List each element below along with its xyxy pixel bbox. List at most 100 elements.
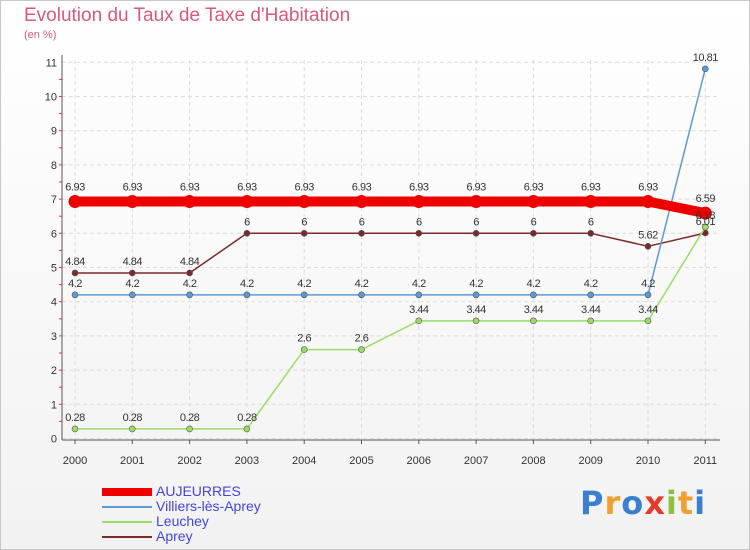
data-label: 4.84: [180, 256, 200, 268]
data-point: [472, 317, 480, 325]
data-point: [587, 317, 595, 325]
x-tick-label: 2008: [521, 455, 545, 467]
data-label: 10.81: [693, 52, 718, 64]
legend-swatch: [102, 506, 152, 509]
data-label: 4.84: [123, 256, 143, 268]
data-label: 6.93: [409, 181, 429, 193]
data-point: [186, 425, 193, 433]
chart-subtitle: (en %): [24, 29, 57, 41]
data-label: 6: [359, 216, 365, 228]
legend-swatch: [102, 521, 152, 524]
legend-label: AUJEURRES: [156, 483, 241, 499]
data-point: [530, 291, 537, 299]
data-label: 6.18: [696, 210, 716, 222]
legend-label: Villiers-lès-Aprey: [156, 498, 261, 514]
y-tick-label: 11: [46, 57, 57, 69]
data-point: [415, 291, 423, 299]
data-label: 6.93: [65, 181, 85, 193]
data-point: [68, 194, 82, 208]
chart-title: Evolution du Taux de Taxe d'Habitation: [24, 5, 351, 26]
data-label: 5.62: [638, 229, 658, 241]
data-label: 6: [416, 216, 422, 228]
data-point: [186, 291, 193, 299]
data-point: [584, 194, 598, 208]
data-label: 4.2: [183, 278, 197, 290]
data-point: [243, 291, 251, 299]
x-tick-label: 2011: [693, 455, 717, 467]
logo-letter: o: [621, 484, 645, 522]
data-label: 2.6: [355, 333, 369, 345]
data-point: [125, 194, 139, 208]
data-point: [129, 269, 136, 277]
logo-letter: r: [604, 484, 622, 522]
series-line: [70, 196, 711, 219]
y-tick-label: 6: [51, 228, 57, 240]
series-line: [74, 226, 707, 430]
legend-swatch: [102, 536, 152, 539]
data-point: [186, 269, 193, 277]
data-point: [472, 230, 480, 237]
data-label: 4.2: [469, 278, 483, 290]
y-tick-label: 8: [51, 160, 57, 172]
data-label: 3.44: [409, 304, 429, 316]
y-tick-label: 2: [51, 365, 57, 377]
y-tick-label: 0: [51, 434, 57, 446]
legend-swatch: [102, 488, 152, 497]
data-label: 6.93: [123, 181, 143, 193]
data-label: 0.28: [180, 412, 200, 424]
y-tick-label: 10: [45, 92, 57, 104]
data-point: [587, 291, 595, 299]
data-label: 6.93: [294, 181, 314, 193]
data-point: [587, 230, 595, 237]
data-point: [300, 291, 308, 299]
legend-item: Leuchey: [102, 514, 261, 529]
data-point: [415, 230, 423, 237]
x-tick-label: 2000: [63, 455, 87, 467]
data-label: 0.28: [237, 412, 257, 424]
data-point: [526, 194, 540, 208]
series-line: [74, 68, 707, 296]
data-point: [297, 194, 311, 208]
data-label: 4.2: [297, 278, 311, 290]
logo-letter: x: [644, 484, 666, 522]
data-point: [644, 291, 652, 299]
data-label: 6.93: [524, 181, 544, 193]
data-point: [472, 291, 480, 299]
proxiti-logo: Proxiti: [580, 484, 706, 522]
data-label: 0.28: [65, 412, 85, 424]
data-point: [701, 223, 709, 231]
data-point: [469, 194, 483, 208]
series-line: [74, 232, 707, 274]
data-point: [641, 194, 655, 208]
data-point: [358, 346, 365, 353]
x-tick-label: 2010: [636, 455, 660, 467]
y-tick-label: 7: [51, 194, 57, 206]
legend-item: AUJEURRES: [102, 484, 261, 499]
y-tick-label: 5: [51, 263, 57, 275]
data-label: 0.28: [123, 412, 143, 424]
data-point: [183, 194, 197, 208]
data-label: 3.44: [524, 304, 544, 316]
data-point: [243, 425, 251, 433]
data-label: 4.2: [584, 278, 598, 290]
data-label: 2.6: [297, 333, 311, 345]
data-label: 4.2: [641, 278, 655, 290]
data-label: 6: [301, 216, 307, 228]
data-point: [71, 269, 79, 277]
data-label: 6.93: [466, 181, 486, 193]
data-label: 6: [244, 216, 250, 228]
data-point: [644, 242, 652, 250]
data-label: 3.44: [466, 304, 486, 316]
data-label: 6: [588, 216, 594, 228]
y-tick-label: 9: [51, 126, 57, 138]
data-point: [129, 291, 136, 299]
data-label: 6: [531, 216, 537, 228]
x-tick-label: 2009: [578, 455, 602, 467]
data-label: 6.93: [180, 181, 200, 193]
data-label: 3.44: [638, 304, 658, 316]
data-point: [701, 65, 709, 73]
data-label: 4.2: [412, 278, 426, 290]
x-tick-label: 2004: [292, 455, 316, 467]
data-point: [415, 317, 423, 325]
